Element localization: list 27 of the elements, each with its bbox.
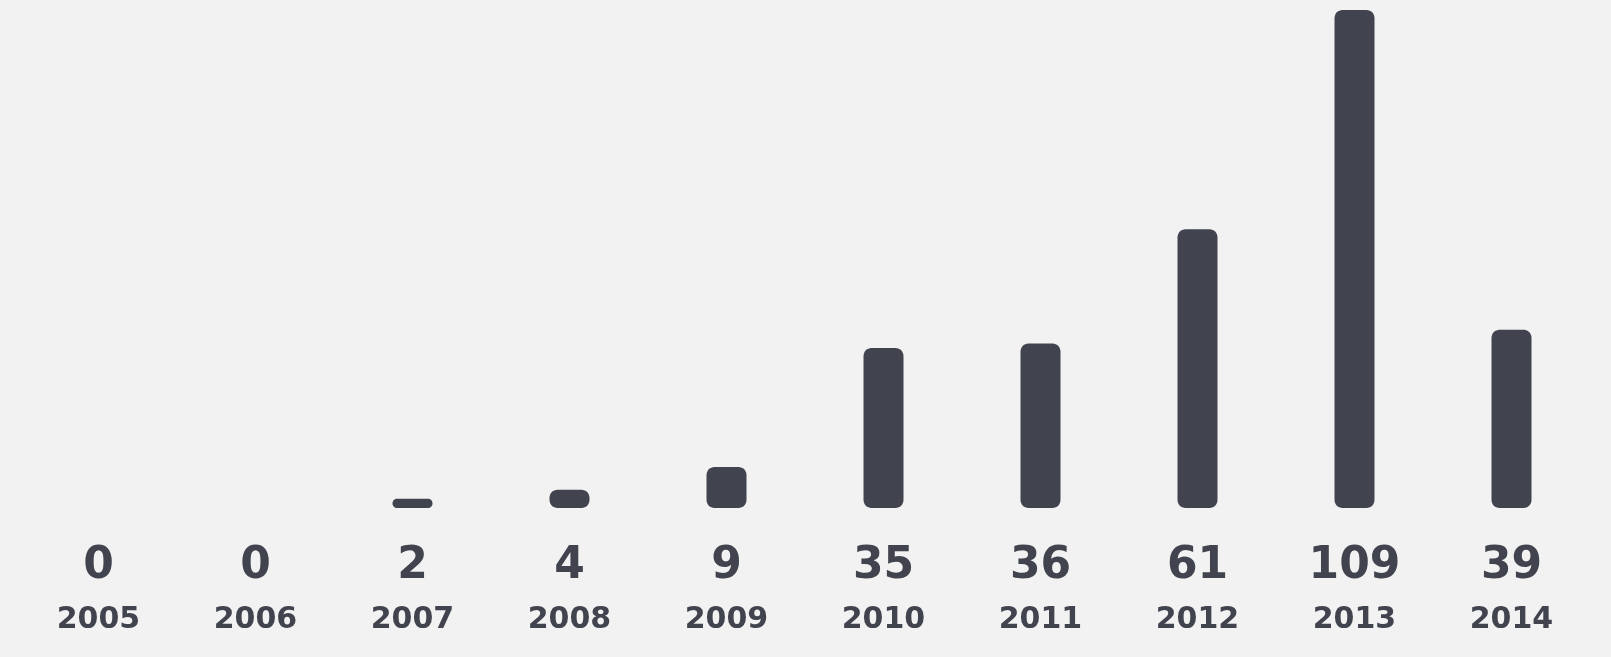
data-label: 2	[397, 537, 428, 588]
data-label: 35	[852, 537, 915, 588]
x-tick-label: 2012	[1155, 599, 1240, 635]
data-label: 61	[1166, 537, 1229, 588]
x-tick-label: 2007	[370, 599, 455, 635]
data-label: 9	[711, 537, 742, 588]
data-label: 109	[1308, 537, 1401, 588]
bar	[706, 466, 747, 508]
bar	[1020, 343, 1061, 508]
data-label: 39	[1480, 537, 1543, 588]
data-label: 0	[83, 537, 114, 588]
bar	[863, 348, 904, 508]
x-tick-label: 2011	[998, 599, 1083, 635]
x-tick-label: 2009	[684, 599, 769, 635]
x-tick-label: 2010	[841, 599, 926, 635]
x-tick-label: 2014	[1469, 599, 1554, 635]
bar	[1177, 229, 1218, 508]
x-tick-label: 2005	[56, 599, 141, 635]
x-tick-label: 2006	[213, 599, 298, 635]
data-label: 4	[554, 537, 585, 588]
bar	[1491, 329, 1532, 508]
bar	[392, 498, 433, 508]
data-label: 0	[240, 537, 271, 588]
x-tick-label: 2008	[527, 599, 612, 635]
bar	[1334, 10, 1375, 508]
data-label: 36	[1009, 537, 1072, 588]
x-tick-label: 2013	[1312, 599, 1397, 635]
